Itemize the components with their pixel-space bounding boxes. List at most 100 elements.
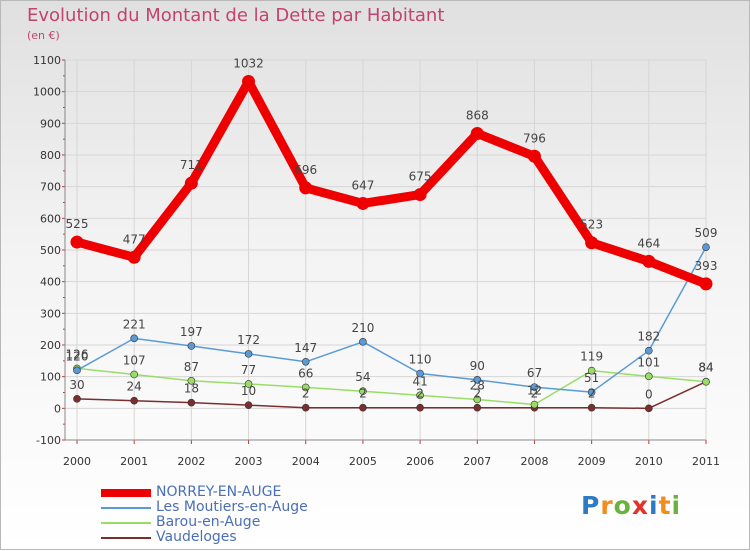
data-label-norrey-en-auge: 675	[409, 170, 432, 184]
data-label-barou-en-auge: 12	[527, 384, 542, 398]
data-point-vaudeloges	[645, 404, 653, 413]
data-label-norrey-en-auge: 523	[580, 218, 603, 232]
data-point-vaudeloges	[187, 398, 196, 407]
logo-letter: o	[613, 491, 632, 520]
data-point-barou-en-auge	[645, 372, 653, 381]
data-point-les-moutiers-en-auge	[244, 350, 253, 358]
data-point-vaudeloges	[130, 396, 138, 405]
series-line-barou-en-auge	[76, 367, 707, 406]
data-point-norrey-en-auge	[184, 176, 198, 190]
x-tick-label: 2006	[406, 455, 434, 468]
data-point-barou-en-auge	[530, 400, 539, 409]
data-label-norrey-en-auge: 1032	[233, 57, 264, 71]
x-tick-label: 2007	[463, 455, 491, 468]
data-point-norrey-en-auge	[527, 149, 541, 163]
data-label-les-moutiers-en-auge: 210	[351, 321, 374, 335]
x-tick-label: 2001	[120, 455, 148, 468]
chart-subtitle: (en €)	[27, 29, 60, 42]
legend-label: Les Moutiers-en-Auge	[156, 499, 308, 515]
data-point-vaudeloges	[301, 403, 310, 412]
data-label-les-moutiers-en-auge: 67	[527, 366, 542, 380]
data-label-norrey-en-auge: 711	[180, 158, 203, 172]
x-tick-label: 2005	[349, 455, 377, 468]
data-label-vaudeloges: 10	[241, 384, 256, 398]
data-point-vaudeloges	[244, 401, 253, 409]
data-point-barou-en-auge	[702, 377, 710, 386]
data-point-les-moutiers-en-auge	[702, 243, 710, 251]
data-point-les-moutiers-en-auge	[187, 342, 196, 350]
data-point-vaudeloges	[587, 403, 596, 412]
data-label-barou-en-auge: 119	[580, 350, 603, 364]
data-label-vaudeloges: 84	[698, 361, 713, 375]
data-point-barou-en-auge	[416, 391, 424, 400]
data-label-barou-en-auge: 84	[698, 361, 713, 375]
data-point-barou-en-auge	[187, 376, 196, 385]
logo-letter: i	[671, 491, 682, 520]
data-point-barou-en-auge	[244, 380, 253, 388]
data-point-les-moutiers-en-auge	[130, 334, 138, 343]
data-label-les-moutiers-en-auge: 120	[66, 349, 89, 363]
y-tick-label: 800	[40, 149, 61, 162]
y-tick-label: 1000	[33, 86, 61, 99]
y-tick-label: 0	[54, 402, 61, 415]
legend-swatch	[101, 537, 151, 539]
data-point-les-moutiers-en-auge	[587, 388, 596, 396]
data-label-barou-en-auge: 87	[184, 360, 199, 374]
y-tick-label: 400	[40, 276, 61, 289]
x-tick-label: 2009	[578, 455, 606, 468]
data-point-norrey-en-auge	[642, 254, 656, 268]
data-point-vaudeloges	[73, 395, 81, 403]
y-tick-label: 500	[40, 244, 61, 257]
legend-label: Barou-en-Auge	[156, 514, 261, 530]
logo-letter: t	[658, 491, 672, 520]
x-tick-label: 2002	[177, 455, 205, 468]
data-point-norrey-en-auge	[470, 126, 484, 140]
data-label-les-moutiers-en-auge: 182	[637, 330, 660, 344]
data-point-vaudeloges	[416, 403, 424, 412]
x-tick-label: 2000	[63, 455, 91, 468]
data-label-norrey-en-auge: 647	[351, 178, 374, 192]
data-label-les-moutiers-en-auge: 110	[409, 353, 432, 367]
data-point-norrey-en-auge	[585, 236, 599, 250]
data-label-norrey-en-auge: 477	[123, 232, 146, 246]
data-label-vaudeloges: 2	[416, 387, 424, 401]
series-line-vaudeloges	[76, 381, 707, 410]
data-point-barou-en-auge	[130, 370, 138, 379]
data-point-les-moutiers-en-auge	[301, 357, 310, 366]
logo-letter: r	[600, 491, 614, 520]
data-label-vaudeloges: 2	[473, 387, 481, 401]
logo-letter: i	[649, 491, 659, 520]
y-tick-label: 1100	[33, 54, 61, 67]
data-label-vaudeloges: 2	[531, 387, 539, 401]
legend-swatch	[101, 522, 151, 524]
data-point-les-moutiers-en-auge	[645, 346, 653, 355]
data-point-norrey-en-auge	[356, 196, 370, 210]
y-tick-label: -100	[36, 434, 61, 447]
data-label-les-moutiers-en-auge: 90	[470, 359, 485, 373]
y-tick-label: 200	[40, 339, 61, 352]
data-label-barou-en-auge: 101	[637, 355, 660, 369]
legend-swatch	[101, 489, 151, 497]
data-point-norrey-en-auge	[127, 250, 141, 264]
data-label-norrey-en-auge: 464	[637, 236, 660, 250]
series-line-les-moutiers-en-auge	[76, 246, 707, 393]
data-label-norrey-en-auge: 393	[695, 259, 718, 273]
data-point-les-moutiers-en-auge	[473, 376, 482, 384]
x-tick-label: 2004	[292, 455, 320, 468]
data-label-les-moutiers-en-auge: 197	[180, 325, 203, 339]
logo-letter: P	[581, 491, 601, 520]
logo-letter: x	[631, 491, 649, 520]
legend-label: Vaudeloges	[156, 529, 237, 545]
data-label-barou-en-auge: 41	[412, 374, 427, 388]
x-tick-label: 2008	[520, 455, 548, 468]
data-label-norrey-en-auge: 796	[523, 131, 546, 145]
data-point-norrey-en-auge	[299, 181, 313, 195]
data-label-barou-en-auge: 28	[470, 378, 485, 392]
data-point-barou-en-auge	[359, 387, 367, 396]
data-label-les-moutiers-en-auge: 509	[695, 226, 718, 240]
data-point-les-moutiers-en-auge	[416, 369, 424, 378]
data-point-les-moutiers-en-auge	[359, 338, 367, 346]
legend-swatch	[101, 507, 151, 509]
data-label-les-moutiers-en-auge: 147	[294, 341, 317, 355]
y-tick-label: 100	[40, 371, 61, 384]
